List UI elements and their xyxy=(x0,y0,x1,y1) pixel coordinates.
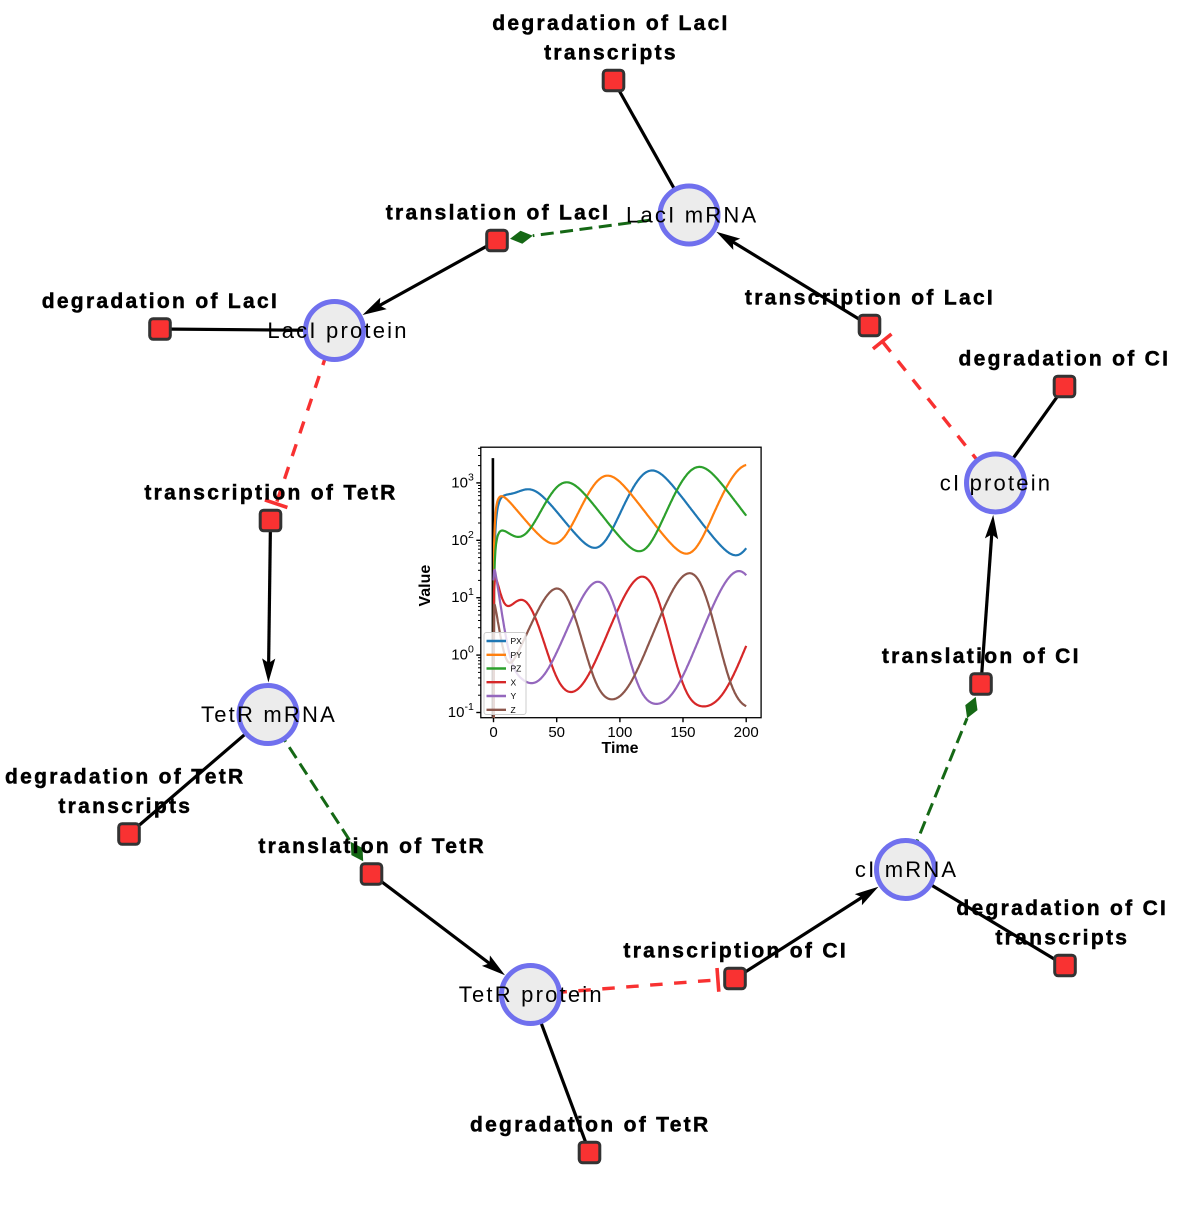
svg-text:Y: Y xyxy=(511,691,517,701)
svg-text:transcripts: transcripts xyxy=(58,795,192,818)
svg-text:translation of LacI: translation of LacI xyxy=(386,201,611,224)
svg-text:transcription of LacI: transcription of LacI xyxy=(745,286,995,309)
svg-text:translation of TetR: translation of TetR xyxy=(258,835,486,858)
svg-text:transcripts: transcripts xyxy=(544,41,678,64)
svg-text:degradation of TetR: degradation of TetR xyxy=(5,765,245,788)
svg-text:0: 0 xyxy=(489,724,497,741)
svg-text:transcription of CI: transcription of CI xyxy=(623,939,848,962)
svg-text:TetR protein: TetR protein xyxy=(459,982,604,1007)
svg-text:Value: Value xyxy=(417,565,434,607)
svg-text:degradation of CI: degradation of CI xyxy=(956,897,1168,920)
svg-text:transcription of TetR: transcription of TetR xyxy=(144,481,397,504)
svg-text:150: 150 xyxy=(670,724,695,741)
svg-text:PY: PY xyxy=(511,650,523,660)
svg-text:X: X xyxy=(511,678,517,688)
svg-text:LacI mRNA: LacI mRNA xyxy=(626,203,758,228)
svg-text:Z: Z xyxy=(511,705,516,715)
svg-text:degradation of LacI: degradation of LacI xyxy=(42,290,279,313)
svg-text:LacI protein: LacI protein xyxy=(267,318,408,343)
svg-text:cI mRNA: cI mRNA xyxy=(855,857,958,882)
svg-text:100: 100 xyxy=(607,724,632,741)
svg-text:cI protein: cI protein xyxy=(940,471,1053,496)
svg-text:transcripts: transcripts xyxy=(995,926,1129,949)
svg-text:PX: PX xyxy=(511,636,523,646)
svg-text:50: 50 xyxy=(548,724,565,741)
svg-text:degradation of LacI: degradation of LacI xyxy=(492,12,729,35)
svg-text:degradation of CI: degradation of CI xyxy=(959,347,1171,370)
svg-text:translation of CI: translation of CI xyxy=(882,645,1081,668)
svg-text:PZ: PZ xyxy=(511,664,522,674)
svg-text:TetR mRNA: TetR mRNA xyxy=(201,702,337,727)
svg-text:Time: Time xyxy=(601,740,638,757)
svg-text:degradation of TetR: degradation of TetR xyxy=(470,1113,710,1136)
svg-text:200: 200 xyxy=(734,724,759,741)
